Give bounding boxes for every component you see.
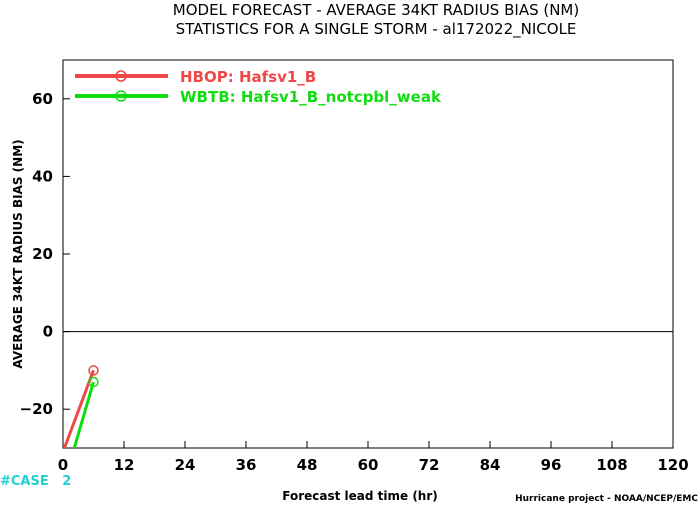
x-tick-label: 12: [114, 456, 135, 474]
y-axis-label: AVERAGE 34KT RADIUS BIAS (NM): [11, 139, 25, 368]
y-tick-label: 0: [43, 323, 53, 341]
y-tick-label: −20: [20, 400, 53, 418]
legend-label: WBTB: Hafsv1_B_notcpbl_weak: [180, 88, 442, 106]
series-point: [88, 365, 99, 376]
case-label: #CASE 2: [0, 474, 71, 489]
x-tick-label: 120: [657, 456, 688, 474]
legend: HBOP: Hafsv1_B WBTB: Hafsv1_B_notcpbl_wea…: [75, 68, 442, 106]
marker-layer: [88, 365, 99, 388]
chart-title: MODEL FORECAST - AVERAGE 34KT RADIUS BIA…: [173, 1, 579, 19]
y-axis: −20 0 20 40 60: [20, 90, 70, 418]
x-tick-label: 72: [419, 456, 440, 474]
series-line: [72, 381, 95, 448]
chart-subtitle: STATISTICS FOR A SINGLE STORM - al172022…: [176, 20, 577, 39]
x-tick-label: 48: [297, 456, 318, 474]
y-tick-label: 60: [32, 90, 53, 108]
x-tick-label: 96: [541, 456, 562, 474]
series-line: [63, 369, 95, 448]
x-tick-label: 0: [58, 456, 68, 474]
y-tick-label: 20: [32, 245, 53, 263]
legend-marker: [115, 70, 127, 82]
x-tick-label: 24: [175, 456, 196, 474]
x-axis-label: Forecast lead time (hr): [282, 489, 438, 503]
legend-marker: [115, 90, 127, 102]
x-tick-label: 108: [596, 456, 627, 474]
series-layer: [63, 369, 95, 448]
series-point: [88, 376, 99, 388]
x-tick-label: 36: [236, 456, 257, 474]
x-axis: 0 12 24 36 48 60 72 84 96 108 120: [58, 441, 689, 474]
case-prefix: #CASE: [0, 474, 49, 489]
x-tick-label: 60: [358, 456, 379, 474]
case-count: 2: [62, 474, 71, 489]
credit-text: Hurricane project - NOAA/NCEP/EMC: [515, 494, 698, 504]
y-tick-label: 40: [32, 167, 53, 185]
x-tick-label: 84: [480, 456, 501, 474]
legend-label: HBOP: Hafsv1_B: [180, 68, 316, 86]
plot-frame: [62, 59, 674, 449]
